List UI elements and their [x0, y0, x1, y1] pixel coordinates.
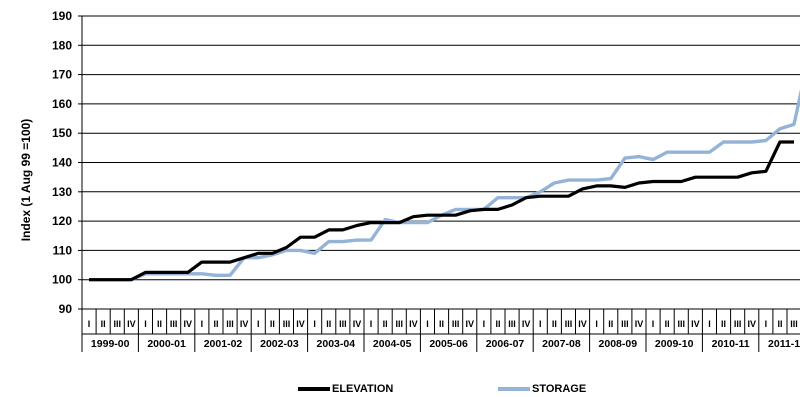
y-tick-label: 180 — [52, 38, 72, 52]
x-quarter-label: III — [339, 319, 347, 329]
x-year-label: 1999-00 — [91, 338, 130, 350]
x-quarter-label: IV — [747, 319, 756, 329]
legend-item-storage: STORAGE — [498, 383, 586, 395]
y-tick-label: 190 — [52, 9, 72, 23]
y-tick-label: 150 — [52, 126, 72, 140]
x-quarter-label: III — [677, 319, 685, 329]
x-quarter-label: II — [157, 319, 162, 329]
y-axis-title: Index (1 Aug 99 =100) — [19, 119, 33, 242]
y-tick-label: 90 — [59, 302, 73, 316]
x-quarter-label: III — [283, 319, 291, 329]
x-year-label: 2004-05 — [373, 338, 412, 350]
x-quarter-label: IV — [183, 319, 192, 329]
series-line-elevation — [89, 140, 794, 282]
legend-swatch-elevation — [298, 387, 330, 391]
x-quarter-label: I — [483, 319, 486, 329]
x-quarter-label: III — [508, 319, 516, 329]
x-quarter-label: I — [595, 319, 598, 329]
x-quarter-label: III — [226, 319, 234, 329]
x-year-label: 2000-01 — [147, 338, 186, 350]
x-quarter-label: II — [101, 319, 106, 329]
x-quarter-label: III — [395, 319, 403, 329]
x-year-label: 2009-10 — [655, 338, 694, 350]
x-year-label: 2002-03 — [260, 338, 299, 350]
legend-label-storage: STORAGE — [532, 383, 587, 395]
x-year-label: 2001-02 — [204, 338, 243, 350]
x-quarter-label: I — [652, 319, 655, 329]
legend-swatch-storage — [498, 387, 530, 391]
legend-item-elevation: ELEVATION — [298, 383, 393, 395]
x-quarter-label: I — [313, 319, 316, 329]
x-quarter-label: III — [621, 319, 629, 329]
x-quarter-label: I — [88, 319, 91, 329]
x-quarter-label: I — [144, 319, 147, 329]
y-axis-ticks: 90 100 110 120 130 140 150 160 170 180 190 — [52, 9, 72, 316]
x-quarter-label: I — [201, 319, 204, 329]
x-quarter-label: II — [326, 319, 331, 329]
y-tick-label: 160 — [52, 97, 72, 111]
x-year-label: 2011-12 — [768, 338, 800, 350]
y-tick-label: 100 — [52, 273, 72, 287]
x-year-label: 2010-11 — [712, 338, 750, 350]
x-quarter-label: I — [708, 319, 711, 329]
x-quarter-label: I — [257, 319, 260, 329]
x-quarter-label: I — [765, 319, 768, 329]
x-year-label: 2005-06 — [429, 338, 468, 350]
x-quarter-label: II — [777, 319, 782, 329]
x-quarter-label: II — [665, 319, 670, 329]
x-year-label: 2003-04 — [317, 338, 356, 350]
x-quarter-label: II — [495, 319, 500, 329]
x-year-label: 2007-08 — [542, 338, 581, 350]
x-quarter-label: II — [721, 319, 726, 329]
x-year-label: 2006-07 — [486, 338, 525, 350]
x-year-label: 2008-09 — [599, 338, 638, 350]
x-quarter-label: II — [213, 319, 218, 329]
x-quarter-label: IV — [578, 319, 587, 329]
y-tick-label: 170 — [52, 68, 72, 82]
x-quarter-label: III — [113, 319, 121, 329]
x-quarter-label: I — [426, 319, 429, 329]
x-quarter-label: III — [565, 319, 573, 329]
gridlines — [78, 15, 800, 310]
x-quarter-label: IV — [522, 319, 531, 329]
x-axis: I II III IV I II III IV I II III IV I II III IV I II III IV… — [81, 309, 800, 352]
x-quarter-label: IV — [465, 319, 474, 329]
x-quarter-label: IV — [635, 319, 644, 329]
x-quarter-label: II — [439, 319, 444, 329]
x-quarter-label: IV — [296, 319, 305, 329]
x-quarter-label: I — [539, 319, 542, 329]
x-quarter-label: III — [734, 319, 742, 329]
x-quarter-label: IV — [240, 319, 249, 329]
y-tick-label: 120 — [52, 214, 72, 228]
y-tick-label: 140 — [52, 156, 72, 170]
x-quarter-label: III — [452, 319, 460, 329]
series-line-storage — [89, 89, 800, 282]
series-lines — [89, 89, 800, 282]
x-quarter-label: IV — [127, 319, 136, 329]
x-quarter-label: IV — [409, 319, 418, 329]
x-quarter-label: II — [552, 319, 557, 329]
line-chart: 90 100 110 120 130 140 150 160 170 180 190 Index (… — [19, 9, 800, 352]
x-quarter-label: III — [790, 319, 798, 329]
y-tick-label: 130 — [52, 185, 72, 199]
x-quarter-label: II — [608, 319, 613, 329]
legend-label-elevation: ELEVATION — [332, 383, 394, 395]
legend: ELEVATION STORAGE — [0, 383, 800, 397]
x-quarter-label: I — [370, 319, 373, 329]
x-quarter-label: IV — [691, 319, 700, 329]
y-tick-label: 110 — [53, 243, 73, 257]
x-quarter-label: III — [170, 319, 178, 329]
x-quarter-label: II — [383, 319, 388, 329]
x-quarter-label: IV — [353, 319, 362, 329]
x-quarter-label: II — [270, 319, 275, 329]
